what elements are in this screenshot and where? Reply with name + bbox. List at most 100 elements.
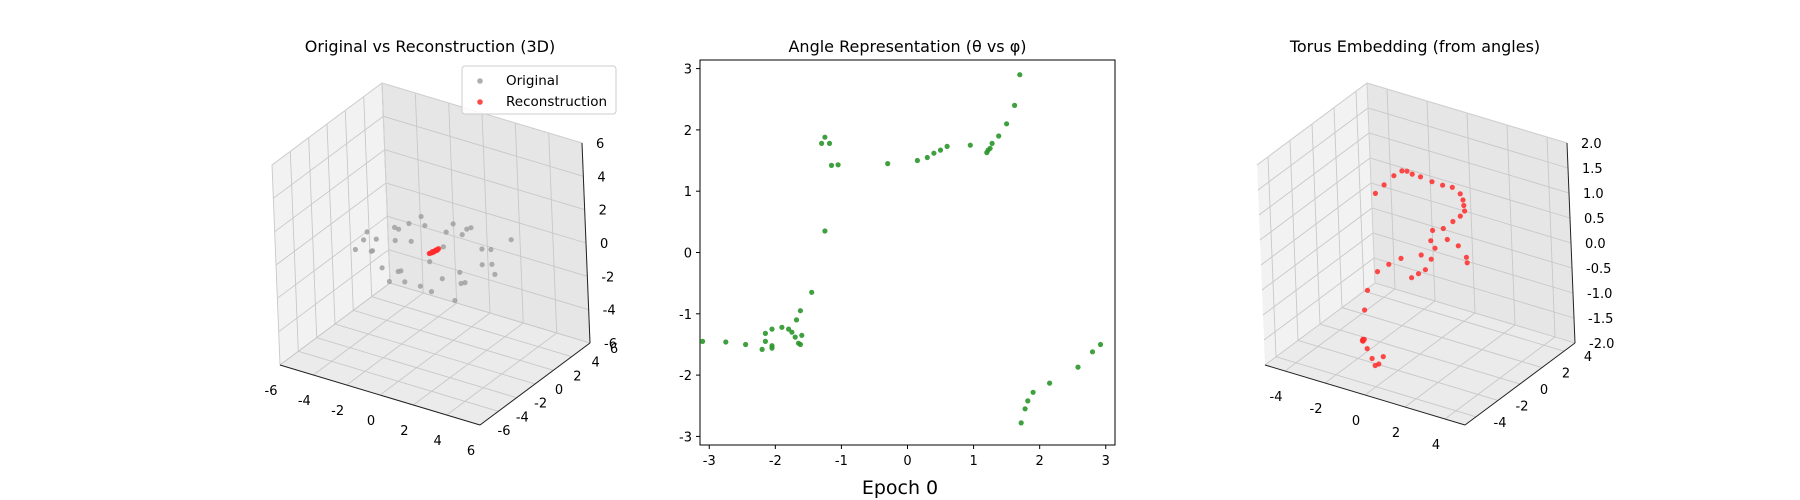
series-point	[1462, 208, 1468, 214]
angle-point	[762, 338, 769, 344]
series-point	[1381, 182, 1387, 188]
angle-point	[924, 154, 930, 161]
z-tick-label: 4	[597, 170, 605, 185]
angle-point	[819, 140, 825, 146]
angle-point	[700, 338, 706, 344]
original-point	[489, 261, 495, 267]
angle-point	[1075, 364, 1081, 370]
series-point	[1464, 260, 1470, 266]
original-point	[452, 297, 458, 304]
angle-point	[1025, 398, 1031, 404]
series-point	[1440, 225, 1446, 232]
original-point	[396, 226, 402, 232]
x-tick-label: -4	[298, 394, 311, 409]
angle-point	[1030, 389, 1036, 395]
x-tick-label: -4	[1270, 390, 1283, 405]
original-point	[457, 269, 463, 275]
angle-point	[1017, 72, 1023, 78]
legend-marker	[477, 78, 483, 84]
z-tick-label: 2.0	[1581, 137, 1602, 152]
angle-point	[809, 289, 815, 295]
z-tick-label: -4	[603, 304, 616, 319]
series-point	[1430, 227, 1436, 233]
z-tick-label: 1.5	[1582, 162, 1603, 177]
original-point	[379, 265, 385, 271]
angle-point	[779, 324, 785, 330]
z-tick-label: -2	[601, 270, 614, 285]
pane-back-edge	[1366, 82, 1376, 284]
y-tick-label: 0	[684, 247, 692, 262]
original-point	[417, 283, 423, 289]
reconstruction-point	[433, 247, 439, 253]
x-tick-label: 2	[400, 424, 408, 439]
series-point	[1440, 182, 1446, 188]
z-tick-label: -0.5	[1586, 262, 1611, 277]
angle-point	[797, 341, 804, 348]
angle-point	[987, 145, 993, 151]
y-axis-line	[479, 342, 591, 426]
x-tick-label: 3	[1102, 454, 1110, 469]
original-point	[402, 279, 408, 285]
x-tick-label: -6	[265, 384, 278, 399]
series-point	[1449, 184, 1455, 190]
y-tick-label: -4	[1494, 416, 1507, 431]
original-point	[368, 248, 374, 254]
angle-point	[762, 330, 769, 336]
y-tick-label: -1	[679, 308, 692, 323]
series-point	[1409, 171, 1415, 177]
angle-point	[989, 140, 995, 146]
y-tick-label: 0	[1540, 383, 1548, 398]
series-point	[1386, 261, 1392, 267]
original-point	[406, 220, 412, 227]
original-point	[352, 246, 358, 253]
angle-point	[799, 332, 805, 338]
legend-entry: Reconstruction	[506, 94, 607, 110]
angle-point	[743, 341, 749, 348]
x-axis-line	[1264, 364, 1466, 426]
series-point	[1418, 252, 1424, 258]
z-tick-label: -6	[604, 337, 617, 352]
original-point	[450, 221, 456, 227]
original-point	[427, 259, 433, 265]
series-point	[1364, 346, 1370, 352]
original-point	[464, 226, 470, 232]
legend-entry: Original	[506, 73, 559, 89]
y-tick-label: -3	[679, 430, 692, 445]
angle-point	[822, 228, 828, 234]
series-point	[1415, 271, 1422, 277]
figure-suptitle: Epoch 0	[862, 477, 938, 499]
x-tick-label: -3	[703, 454, 716, 469]
original-point	[386, 278, 392, 285]
y-tick-label: 2	[684, 124, 692, 139]
series-point	[1432, 245, 1438, 251]
y-tick-label: -4	[516, 410, 529, 425]
x-tick-label: 4	[1432, 438, 1440, 453]
y-tick-label: 0	[555, 383, 563, 398]
panel-torus-embedding: -4-2024-4-2024-2.0-1.5-1.0-0.50.00.51.01…	[1256, 37, 1614, 453]
x-tick-label: -2	[331, 404, 344, 419]
series-point	[1461, 202, 1467, 209]
z-tick-label: 0.5	[1584, 212, 1605, 227]
angle-point	[1012, 102, 1018, 108]
series-point	[1404, 168, 1410, 174]
angle-point	[914, 157, 921, 164]
angle-point	[885, 161, 891, 167]
z-tick-label: 0	[600, 237, 608, 252]
x-tick-label: -2	[1310, 402, 1323, 417]
original-point	[392, 224, 398, 230]
series-point	[1428, 256, 1434, 262]
legend-marker	[477, 99, 483, 105]
series-point	[1417, 174, 1424, 180]
original-point	[488, 246, 494, 253]
x-tick-label: 0	[1352, 414, 1360, 429]
reconstruction-point	[426, 250, 432, 257]
y-tick-label: 6	[610, 342, 618, 357]
original-point	[459, 232, 465, 238]
angle-point	[822, 134, 828, 140]
x-tick-label: 2	[1392, 426, 1400, 441]
y-tick-label: -2	[1516, 399, 1529, 414]
angle-point	[996, 133, 1002, 139]
